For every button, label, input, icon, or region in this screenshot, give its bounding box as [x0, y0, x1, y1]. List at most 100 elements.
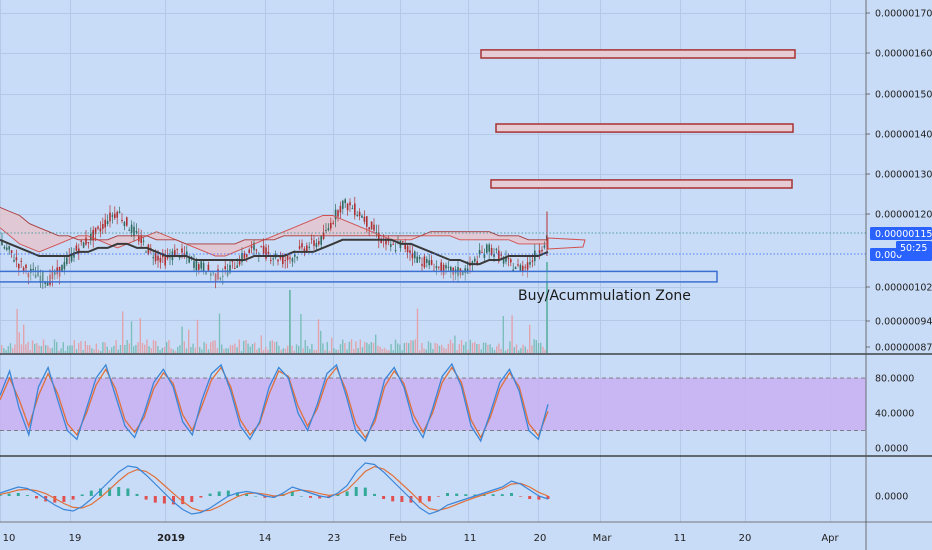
macd-hist-bar [382, 496, 386, 499]
volume-bar [196, 319, 199, 353]
volume-bar [247, 343, 249, 353]
candle-body [126, 217, 128, 226]
candle-body [15, 257, 18, 261]
candle-body [303, 248, 306, 253]
macd-hist-bar [126, 488, 130, 496]
time-axis[interactable]: 10 19 2019 14 23 Feb 11 20 Mar 11 20 Apr [3, 533, 840, 544]
volume-bar [443, 347, 445, 353]
volume-bar [113, 345, 115, 353]
volume-bar [212, 340, 214, 353]
volume-bar [337, 349, 339, 353]
volume-bar [267, 349, 269, 353]
candle-body [3, 247, 6, 249]
volume-bar [353, 348, 355, 353]
candle-body [8, 246, 10, 250]
volume-bar [97, 349, 100, 353]
volume-bar [394, 339, 397, 353]
volume-bar [51, 347, 53, 353]
candle-body [411, 253, 414, 259]
candle-body [231, 260, 234, 262]
volume-bar [485, 342, 487, 353]
volume-bar [80, 341, 82, 353]
volume-bar [251, 343, 254, 353]
candle-body [450, 266, 452, 271]
candle-body [174, 250, 176, 257]
volume-bar [529, 324, 531, 353]
candle-body [387, 240, 390, 242]
volume-bar [328, 350, 331, 353]
candle-body [334, 209, 337, 220]
volume-bar [401, 350, 403, 353]
volume-bar [533, 339, 535, 353]
candle-body [135, 231, 138, 233]
target-box-3[interactable] [490, 179, 793, 189]
macd-hist-bar [491, 494, 495, 496]
candle-body [310, 238, 313, 240]
candle-body [392, 243, 394, 245]
volume-bar [500, 348, 502, 353]
macd-hist-bar [245, 493, 249, 496]
candle-body [152, 257, 154, 259]
volume-bar [60, 348, 62, 353]
volume-bars [1, 262, 548, 353]
volume-bar [155, 341, 157, 353]
price-panel[interactable]: Buy/Acummulation Zone [0, 49, 866, 353]
macd-hist-bar [217, 491, 221, 496]
candle-body [313, 240, 315, 246]
buy-zone-box[interactable] [0, 270, 718, 283]
candle-body [349, 202, 351, 206]
stoch-band [0, 378, 866, 431]
candle-body [517, 264, 519, 266]
stochastic-panel[interactable] [0, 362, 866, 443]
candle-body [212, 272, 214, 274]
time-tick-label: 11 [464, 533, 477, 544]
time-tick-label: 20 [739, 533, 752, 544]
macd-hist-bar [537, 496, 541, 500]
volume-bar [172, 349, 174, 353]
candle-body [474, 258, 476, 262]
target-box-1[interactable] [480, 49, 796, 59]
volume-bar [414, 339, 416, 353]
candle-body [229, 264, 231, 274]
candle-body [248, 249, 250, 253]
volume-bar [9, 343, 12, 353]
volume-bar [56, 342, 58, 353]
candle-body [488, 244, 490, 252]
volume-bar [504, 350, 507, 353]
volume-bar [364, 341, 366, 353]
macd-hist-bar [108, 487, 112, 496]
candle-body [524, 266, 526, 268]
indicator-lines [0, 206, 866, 266]
price-axis[interactable]: 0.00000170 0.00000160 0.00000150 0.00000140… [866, 9, 932, 503]
volume-bar [342, 339, 344, 353]
volume-bar [361, 347, 364, 353]
volume-bar [471, 342, 474, 353]
volume-bar [168, 340, 170, 353]
candle-body [130, 224, 133, 233]
volume-bar [436, 343, 438, 353]
volume-bar [531, 345, 533, 353]
candle-body [188, 256, 190, 263]
target-box-2[interactable] [495, 123, 794, 133]
candle-body [306, 245, 308, 251]
volume-spike [289, 290, 291, 353]
macd-hist-bar [226, 490, 230, 496]
macd-hist-bar [99, 488, 102, 496]
volume-bar [218, 313, 221, 353]
macd-hist-bar [427, 496, 431, 502]
volume-bar [357, 348, 359, 353]
zone-annotation: Buy/Acummulation Zone [518, 288, 691, 304]
volume-bar [95, 343, 97, 353]
candle-body [416, 256, 418, 263]
macd-panel[interactable] [0, 462, 550, 515]
volume-bar [117, 349, 119, 353]
volume-bar [388, 350, 390, 353]
candle-body [507, 258, 510, 260]
volume-bar [7, 346, 9, 353]
candle-body [80, 240, 82, 242]
volume-bar [447, 343, 449, 353]
macd-hist-bar [363, 487, 367, 496]
volume-bar [377, 345, 379, 353]
drawn-zones[interactable] [0, 49, 796, 283]
